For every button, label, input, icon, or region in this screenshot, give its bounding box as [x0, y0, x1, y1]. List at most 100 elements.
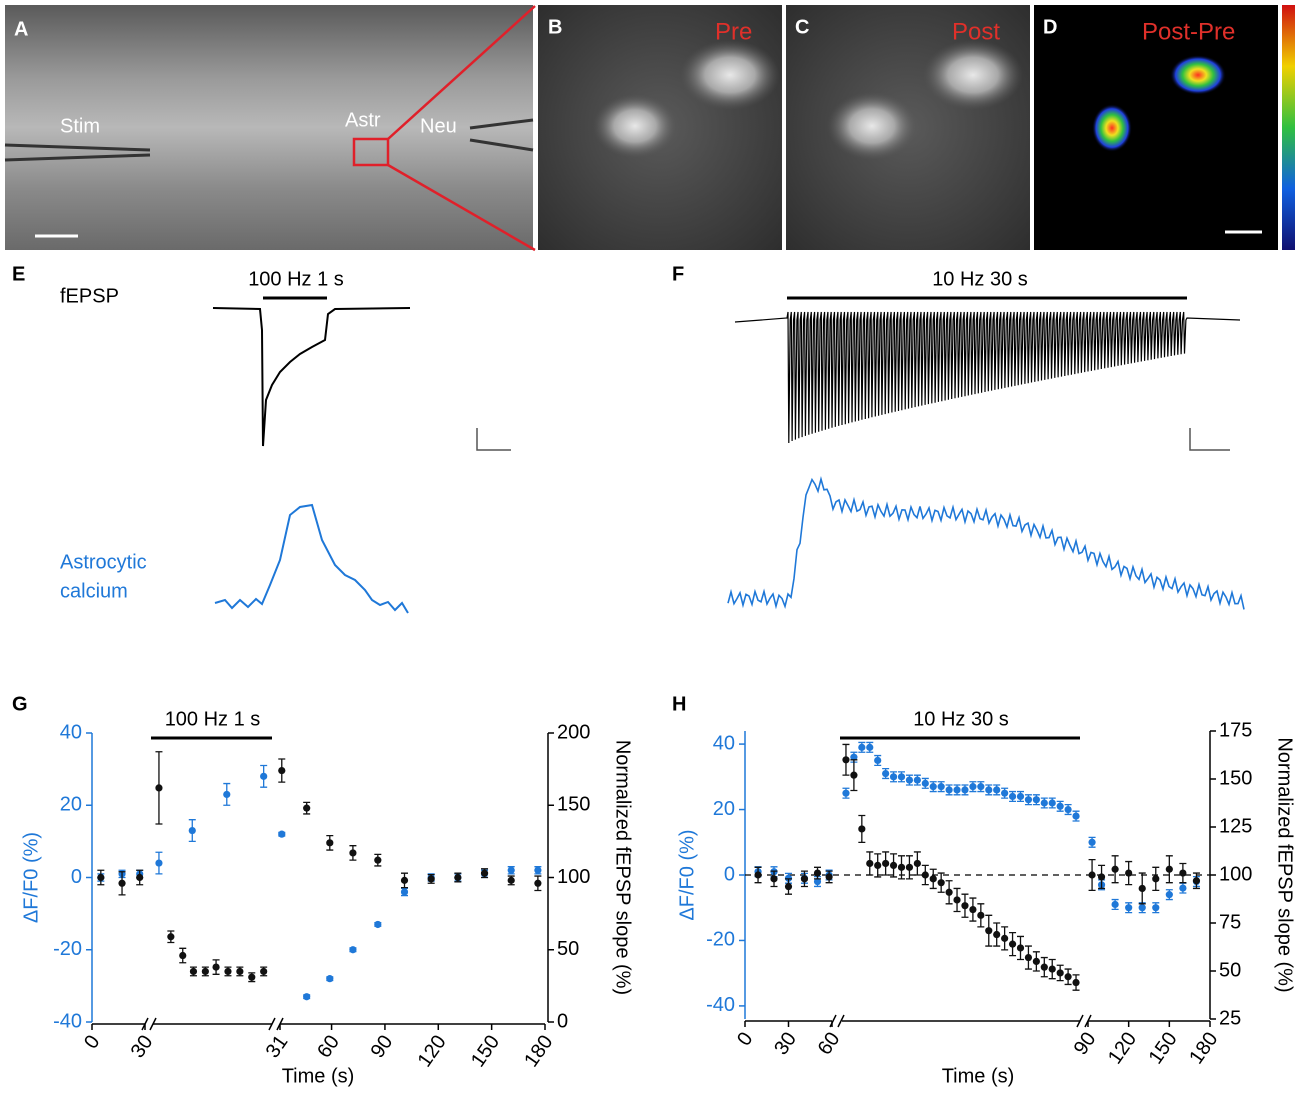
panel-title: Post-Pre — [1142, 18, 1235, 45]
y-tick-label: 20 — [713, 798, 735, 820]
panel-a: A Stim Astr Neu — [4, 5, 536, 252]
point — [349, 946, 357, 954]
point — [1138, 884, 1146, 893]
x-tick-label: 90 — [367, 1031, 398, 1062]
panel-label: A — [14, 18, 28, 40]
panel-d: D Post-Pre — [1034, 5, 1295, 250]
point — [1111, 865, 1119, 873]
colorbar — [1282, 5, 1295, 250]
point — [189, 967, 198, 976]
point — [326, 839, 334, 847]
y-axis-title: ΔF/F0 (%) — [20, 832, 42, 923]
panel-title: Pre — [715, 18, 752, 45]
point — [1138, 904, 1146, 912]
scale-bar — [476, 428, 511, 451]
y2-axis-title: Normalized fEPSP slope (%) — [612, 740, 634, 995]
point — [1001, 789, 1009, 797]
point — [1040, 799, 1048, 807]
point — [1048, 799, 1056, 807]
point — [454, 873, 462, 882]
y-tick-label: 0 — [724, 863, 735, 885]
point — [813, 869, 822, 877]
point — [882, 859, 890, 868]
point — [303, 804, 311, 812]
x-tick-label: 60 — [814, 1028, 845, 1059]
point — [1072, 812, 1080, 820]
point — [921, 779, 929, 787]
point — [1008, 792, 1017, 801]
point — [303, 993, 311, 1001]
panel-b: B Pre — [538, 5, 782, 250]
panel-f: F 10 Hz 30 s — [672, 263, 1245, 610]
point — [1152, 875, 1160, 883]
y-tick-label: 40 — [60, 721, 82, 743]
cell — [593, 94, 677, 158]
point — [534, 866, 542, 874]
point — [1016, 792, 1025, 801]
point — [993, 786, 1001, 794]
point — [248, 973, 256, 981]
panel-label: E — [12, 263, 25, 285]
point — [155, 859, 163, 867]
panel-label: F — [672, 263, 684, 285]
point — [985, 927, 993, 935]
point — [201, 967, 209, 976]
trace-label: Astrocytic — [60, 551, 147, 573]
x-tick-label: 30 — [770, 1028, 801, 1059]
calcium-trace — [727, 475, 1245, 610]
point — [97, 873, 105, 882]
point — [1192, 877, 1201, 885]
panel-label: G — [12, 693, 28, 715]
point — [1001, 934, 1009, 942]
point — [349, 849, 357, 857]
point — [866, 859, 874, 868]
point — [800, 875, 809, 883]
point — [374, 920, 382, 929]
y2-tick-label: 175 — [1219, 719, 1252, 741]
electrode — [4, 118, 534, 162]
panel-title: Post — [952, 18, 1000, 45]
hotspot — [1170, 55, 1226, 95]
point — [278, 830, 286, 838]
point — [1016, 944, 1025, 952]
point — [1064, 805, 1072, 814]
y-axis-title: ΔF/F0 (%) — [676, 829, 698, 920]
trace-label: calcium — [60, 580, 128, 602]
point — [961, 902, 969, 910]
x-tick-label: 90 — [1070, 1028, 1101, 1059]
point — [1165, 891, 1173, 899]
y2-tick-label: 50 — [557, 938, 579, 960]
point — [953, 786, 961, 794]
point — [858, 825, 866, 833]
point — [874, 861, 882, 870]
x-tick-label: 150 — [467, 1031, 504, 1071]
point — [1064, 973, 1072, 981]
point — [1024, 953, 1033, 962]
point — [167, 933, 175, 941]
point — [813, 877, 822, 886]
y2-tick-label: 25 — [1219, 1007, 1241, 1029]
point — [1097, 873, 1106, 881]
point — [929, 783, 937, 791]
x-tick-label: 150 — [1145, 1028, 1182, 1068]
stimulus-label: 10 Hz 30 s — [913, 708, 1009, 730]
hotspot — [1092, 104, 1132, 152]
y-tick-label: -40 — [53, 1010, 82, 1032]
x-axis-title: Time (s) — [942, 1065, 1015, 1087]
point — [850, 753, 858, 761]
point — [1111, 900, 1119, 909]
point — [754, 871, 762, 879]
point — [1056, 802, 1064, 810]
zoom-box — [352, 137, 390, 167]
point — [897, 863, 906, 871]
stimulus-label: 100 Hz 1 s — [165, 708, 261, 730]
point — [889, 861, 898, 870]
x-tick-label: 120 — [1104, 1028, 1141, 1068]
x-tick-label: 0 — [733, 1028, 757, 1050]
point — [374, 856, 382, 864]
point — [874, 756, 882, 765]
point — [945, 786, 953, 794]
point — [961, 786, 969, 794]
